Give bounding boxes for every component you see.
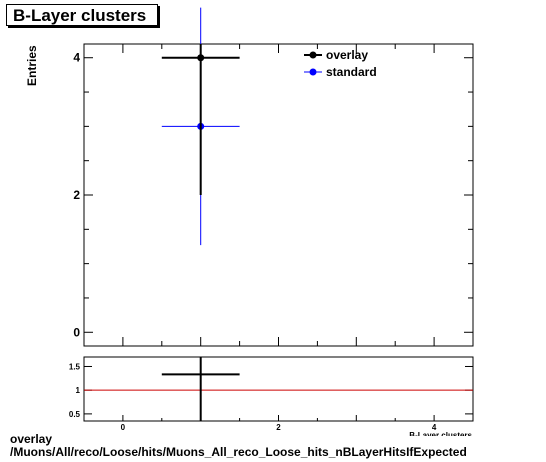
main-axis-ticks: [83, 44, 474, 346]
main-plot-frame: [83, 43, 474, 347]
x-tick-label-4: 4: [432, 423, 437, 432]
y-tick-label-0: 0: [73, 325, 80, 339]
ratio-y-tick-label-0.5: 0.5: [69, 410, 81, 419]
x-axis-label-clip: B-Layer clusters: [409, 431, 472, 440]
legend-overlay-marker: [309, 51, 317, 59]
y-tick-label-2: 2: [73, 188, 80, 202]
legend: overlay standard: [304, 48, 377, 79]
legend-overlay-label: overlay: [326, 48, 368, 62]
ratio-plot-frame: [83, 356, 474, 422]
data-marks: [161, 7, 240, 421]
x-axis-label: B-Layer clusters: [409, 431, 472, 440]
footer-line-1: overlay: [10, 432, 53, 446]
ratio-y-tick-label-1.5: 1.5: [69, 362, 81, 371]
x-tick-label-2: 2: [276, 423, 281, 432]
legend-standard-label: standard: [326, 65, 377, 79]
legend-standard-marker: [309, 68, 317, 76]
overlay-point: [197, 54, 205, 62]
ratio-y-tick-label-1: 1: [76, 386, 81, 395]
y-axis-label: Entries: [25, 45, 39, 86]
footer-line-2: /Muons/All/reco/Loose/hits/Muons_All_rec…: [10, 445, 467, 459]
ratio-axis-ticks: [83, 365, 474, 421]
chart-title: B-Layer clusters: [6, 4, 158, 26]
x-tick-label-0: 0: [121, 423, 126, 432]
y-tick-label-4: 4: [73, 51, 80, 65]
